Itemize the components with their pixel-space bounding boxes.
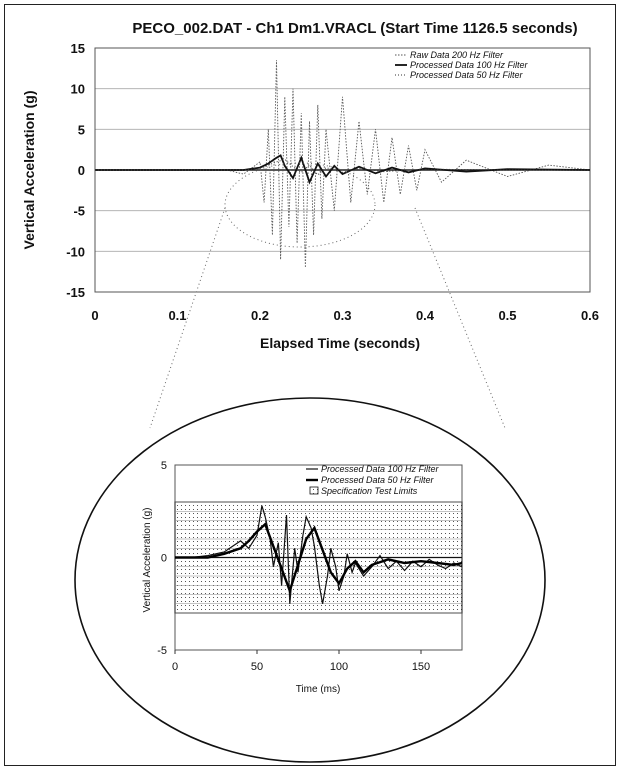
top-tick-labels: 15 10 5 0 -5 -10 -15 0 0.1 0.2 0.3 0.4 0.5 0.6: [66, 41, 599, 323]
inset-x-tick-label: 100: [330, 661, 348, 673]
series-raw-200hz: [95, 60, 590, 268]
y-tick-label: 15: [71, 41, 85, 56]
inset-gridlines: [175, 501, 462, 614]
legend-entry: Raw Data 200 Hz Filter: [410, 50, 504, 60]
zoom-region: [224, 162, 376, 248]
series-processed-50hz: [95, 158, 590, 176]
legend-swatch: [309, 486, 319, 495]
inset-tick-labels: 50-50 50 100 150: [157, 460, 430, 673]
legend-entry: Specification Test Limits: [321, 486, 418, 496]
x-tick-label: 0.4: [416, 308, 435, 323]
zoom-guide-left: [149, 207, 226, 429]
legend-entry: Processed Data 100 Hz Filter: [321, 464, 440, 474]
y-tick-label: 0: [78, 163, 85, 178]
y-axis-label: Vertical Acceleration (g): [21, 91, 37, 250]
inset-series-group: [175, 505, 462, 604]
figure-frame: [4, 4, 616, 766]
inset-y-tick-label: 0: [161, 553, 167, 565]
inset-x-tick-label: 50: [251, 661, 263, 673]
legend-entry: Processed Data 50 Hz Filter: [321, 475, 435, 485]
inset-x-axis-label: Time (ms): [296, 684, 341, 695]
y-tick-label: -5: [73, 204, 85, 219]
x-axis-label: Elapsed Time (seconds): [260, 335, 420, 351]
y-tick-label: 5: [78, 122, 85, 137]
inset-y-axis-label: Vertical Acceleration (g): [142, 507, 153, 612]
inset-x-tick-label: 0: [172, 661, 178, 673]
top-series-group: [95, 60, 590, 268]
x-tick-label: 0: [91, 308, 98, 323]
x-tick-label: 0.1: [168, 308, 186, 323]
inset-series-processed-100hz: [175, 505, 462, 604]
x-tick-label: 0.2: [251, 308, 269, 323]
chart-title: PECO_002.DAT - Ch1 Dm1.VRACL (Start Time…: [132, 20, 577, 37]
legend-entry: Processed Data 50 Hz Filter: [410, 70, 524, 80]
inset-series-processed-50hz: [175, 522, 462, 595]
inset-y-tick-label: -5: [157, 645, 167, 657]
x-tick-label: 0.3: [333, 308, 351, 323]
x-tick-label: 0.6: [581, 308, 599, 323]
series-processed-100hz: [95, 154, 590, 185]
x-tick-label: 0.5: [498, 308, 516, 323]
y-tick-label: 10: [71, 82, 85, 97]
legend-entry: Processed Data 100 Hz Filter: [410, 60, 529, 70]
inset-y-tick-label: 5: [161, 460, 167, 472]
y-tick-label: -10: [66, 244, 85, 259]
y-tick-label: -15: [66, 285, 85, 300]
inset-x-tick-label: 150: [412, 661, 430, 673]
